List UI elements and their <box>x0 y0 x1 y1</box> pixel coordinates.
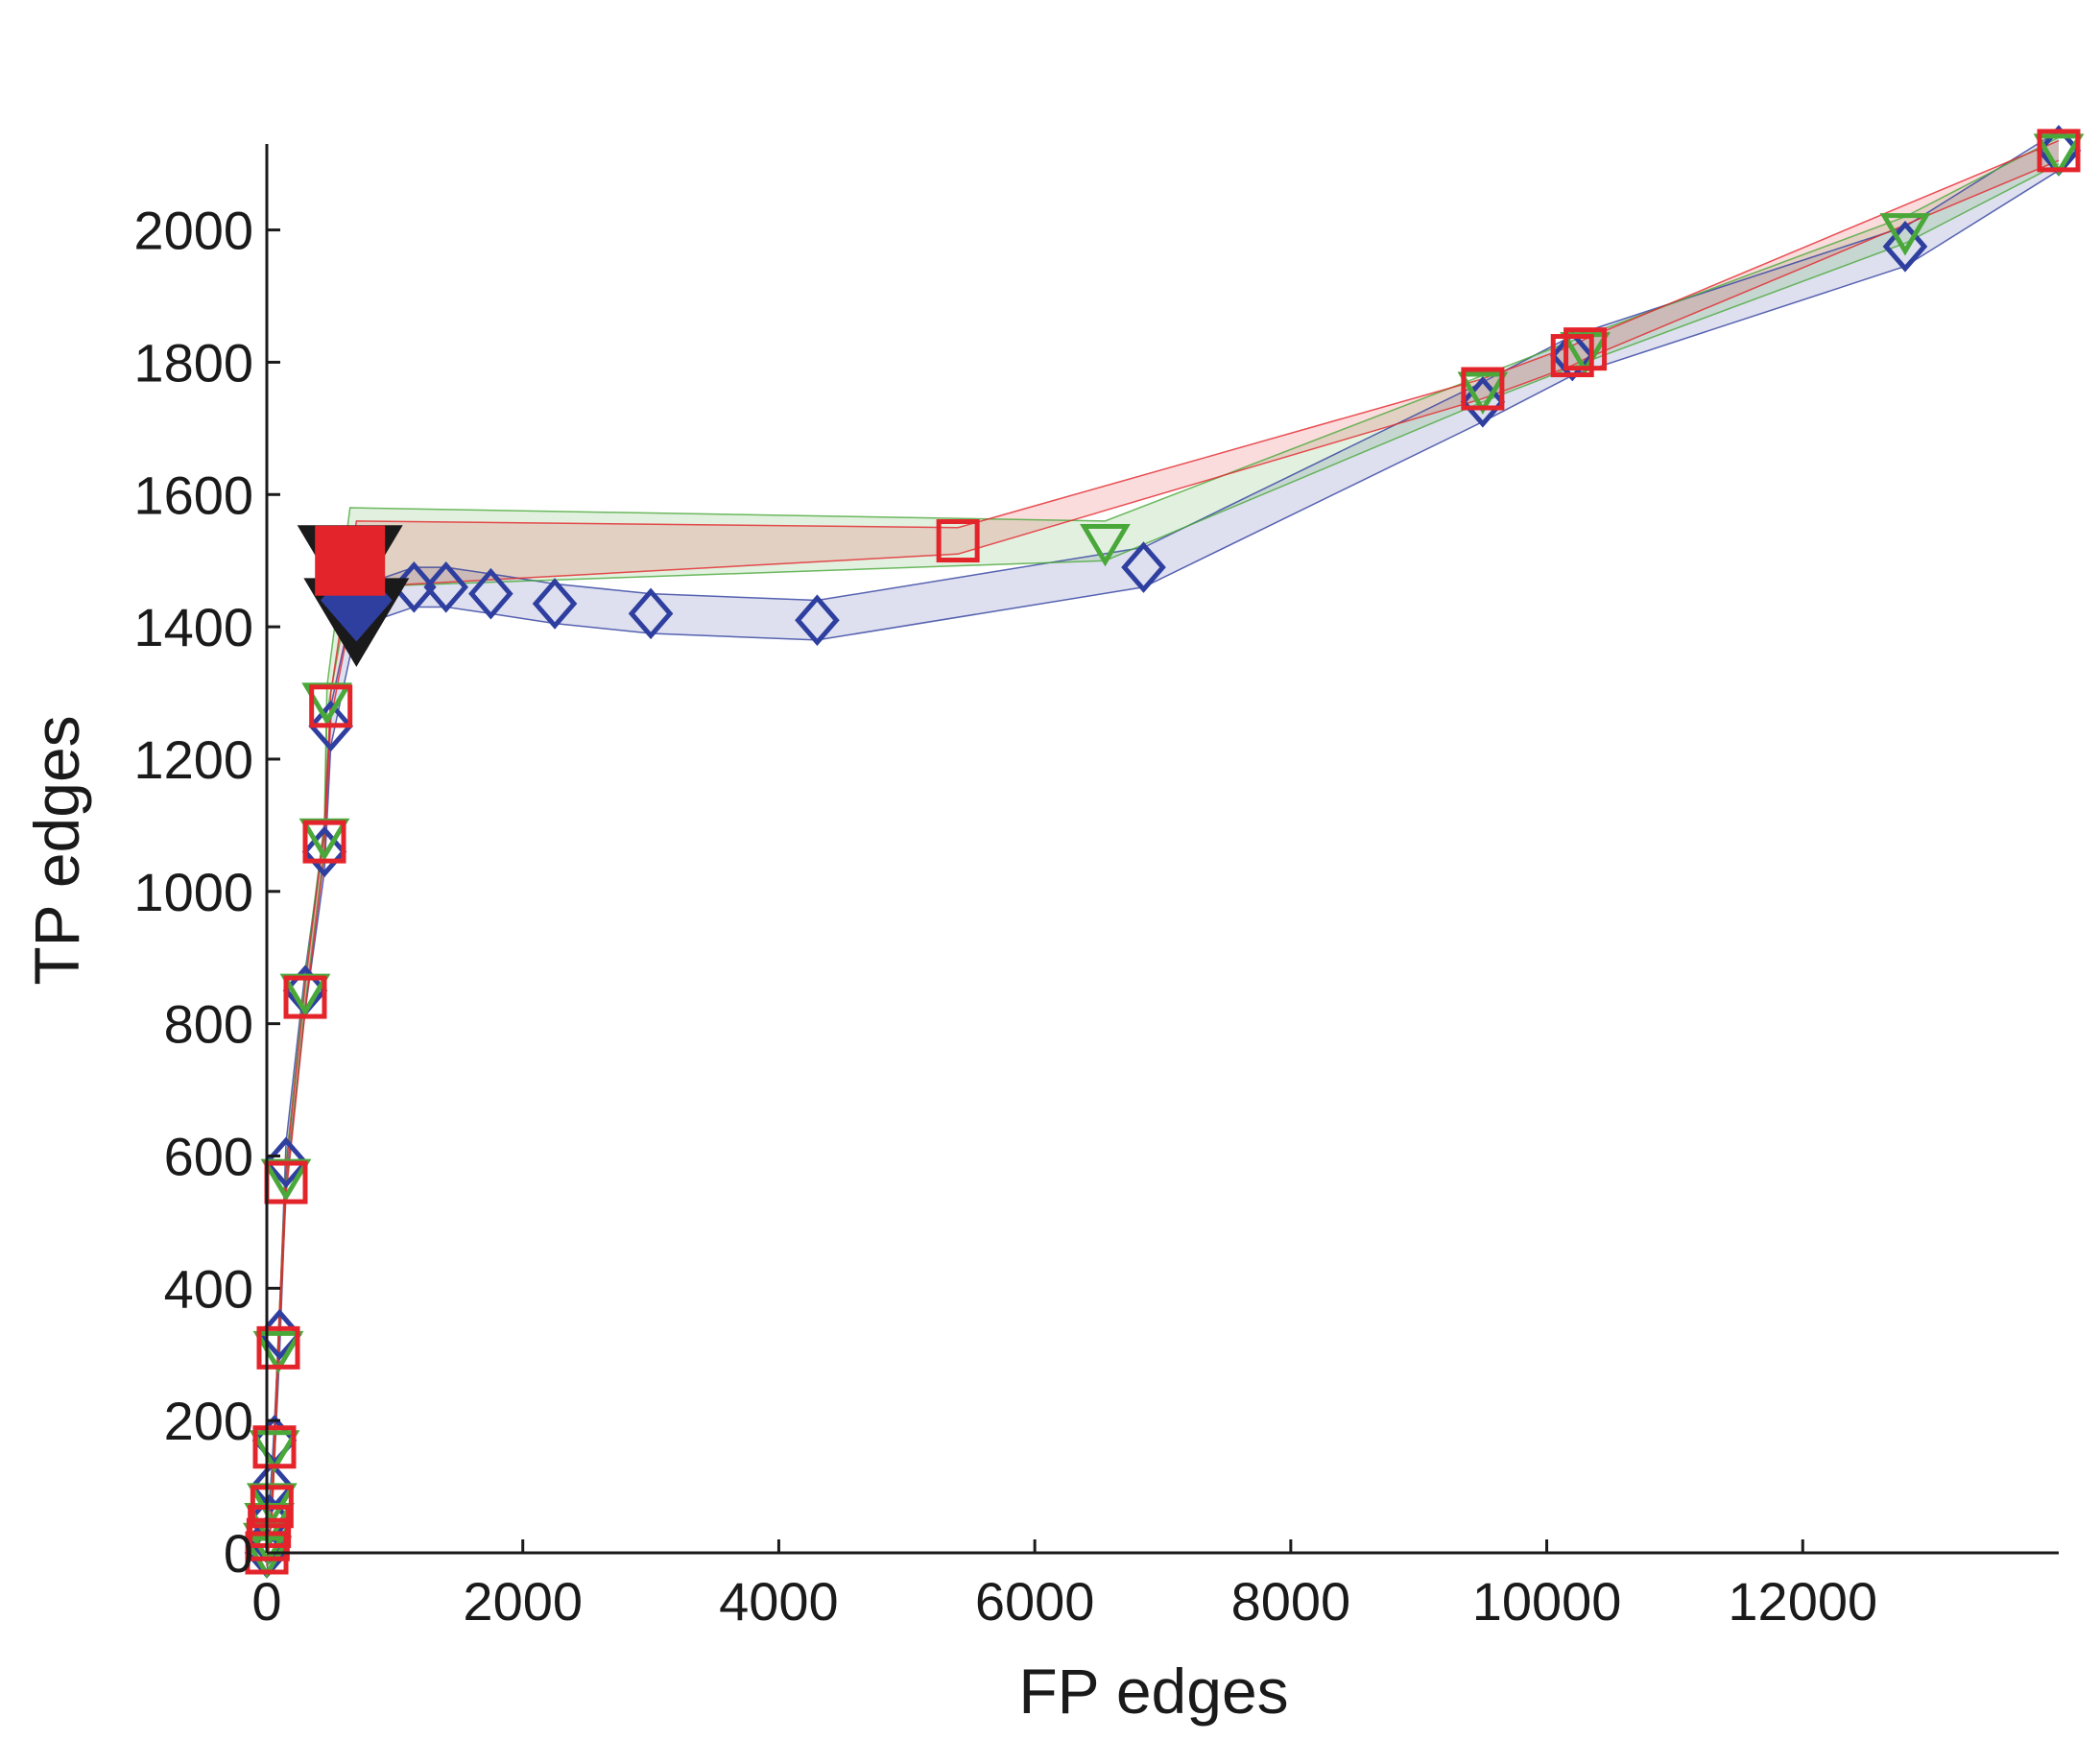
series-line-upper <box>266 130 2060 1534</box>
square-marker <box>256 1325 300 1370</box>
x-tick-label: 10000 <box>1472 1571 1622 1632</box>
square-marker <box>250 1485 294 1529</box>
series-band <box>267 140 2059 1566</box>
y-tick-label: 400 <box>164 1258 253 1319</box>
square-marker <box>1563 327 1608 371</box>
y-tick-label: 1400 <box>133 597 253 657</box>
square-marker <box>936 519 980 563</box>
y-tick-label: 1600 <box>133 465 253 525</box>
series-line-upper <box>266 136 2060 1540</box>
square-marker <box>315 525 386 596</box>
series-line-lower <box>266 163 2060 1566</box>
y-tick-label: 1000 <box>133 862 253 922</box>
y-axis-label: TP edges <box>21 715 92 985</box>
x-axis-label: FP edges <box>1018 1656 1288 1727</box>
y-tick-label: 0 <box>224 1523 253 1584</box>
diamond-marker <box>795 594 840 647</box>
series-line-upper <box>266 139 2060 1540</box>
square-marker <box>302 820 346 864</box>
diamond-marker <box>468 567 513 620</box>
square-marker <box>1461 367 1505 411</box>
x-tick-label: 12000 <box>1728 1571 1877 1632</box>
triangle-marker <box>2033 133 2085 177</box>
diamond-marker <box>308 700 353 752</box>
x-tick-label: 0 <box>251 1571 281 1632</box>
y-tick-label: 1200 <box>133 729 253 790</box>
series-band <box>267 137 2059 1566</box>
x-tick-label: 8000 <box>1231 1571 1351 1632</box>
diamond-marker <box>1121 541 1166 593</box>
y-tick-label: 200 <box>164 1391 253 1451</box>
x-tick-label: 4000 <box>719 1571 839 1632</box>
axes: 0 2000 4000 6000 8000 10000 12000 0 200 400 600 800… <box>133 144 2059 1632</box>
square-marker <box>2037 129 2081 173</box>
series-line-lower <box>266 169 2060 1573</box>
diamond-marker <box>1549 329 1595 382</box>
square-marker <box>309 684 353 728</box>
series-markers <box>241 125 2085 1579</box>
diamond-marker <box>1460 375 1506 428</box>
y-tick-label: 1800 <box>133 332 253 393</box>
x-tick-label: 2000 <box>463 1571 583 1632</box>
series-line-lower <box>266 159 2060 1566</box>
square-marker <box>283 975 327 1019</box>
confidence-bands <box>267 131 2059 1573</box>
triangle-marker <box>1879 213 1931 256</box>
y-tick-label: 800 <box>164 994 253 1055</box>
triangle-marker <box>1457 371 1509 415</box>
triangle-marker <box>249 1430 300 1473</box>
diamond-marker <box>423 560 469 613</box>
series-lines <box>266 130 2060 1573</box>
y-tick-label: 2000 <box>133 201 253 261</box>
square-marker <box>1550 334 1594 378</box>
diamond-marker <box>1882 221 1928 273</box>
triangle-marker <box>1080 524 1131 567</box>
series-band <box>267 131 2059 1573</box>
y-tick-label: 600 <box>164 1126 253 1186</box>
highlight-markers <box>297 525 410 667</box>
diamond-marker <box>532 578 578 630</box>
x-tick-label: 6000 <box>975 1571 1095 1632</box>
square-marker <box>252 1425 297 1469</box>
diamond-marker <box>301 825 347 878</box>
diamond-marker <box>628 587 674 640</box>
